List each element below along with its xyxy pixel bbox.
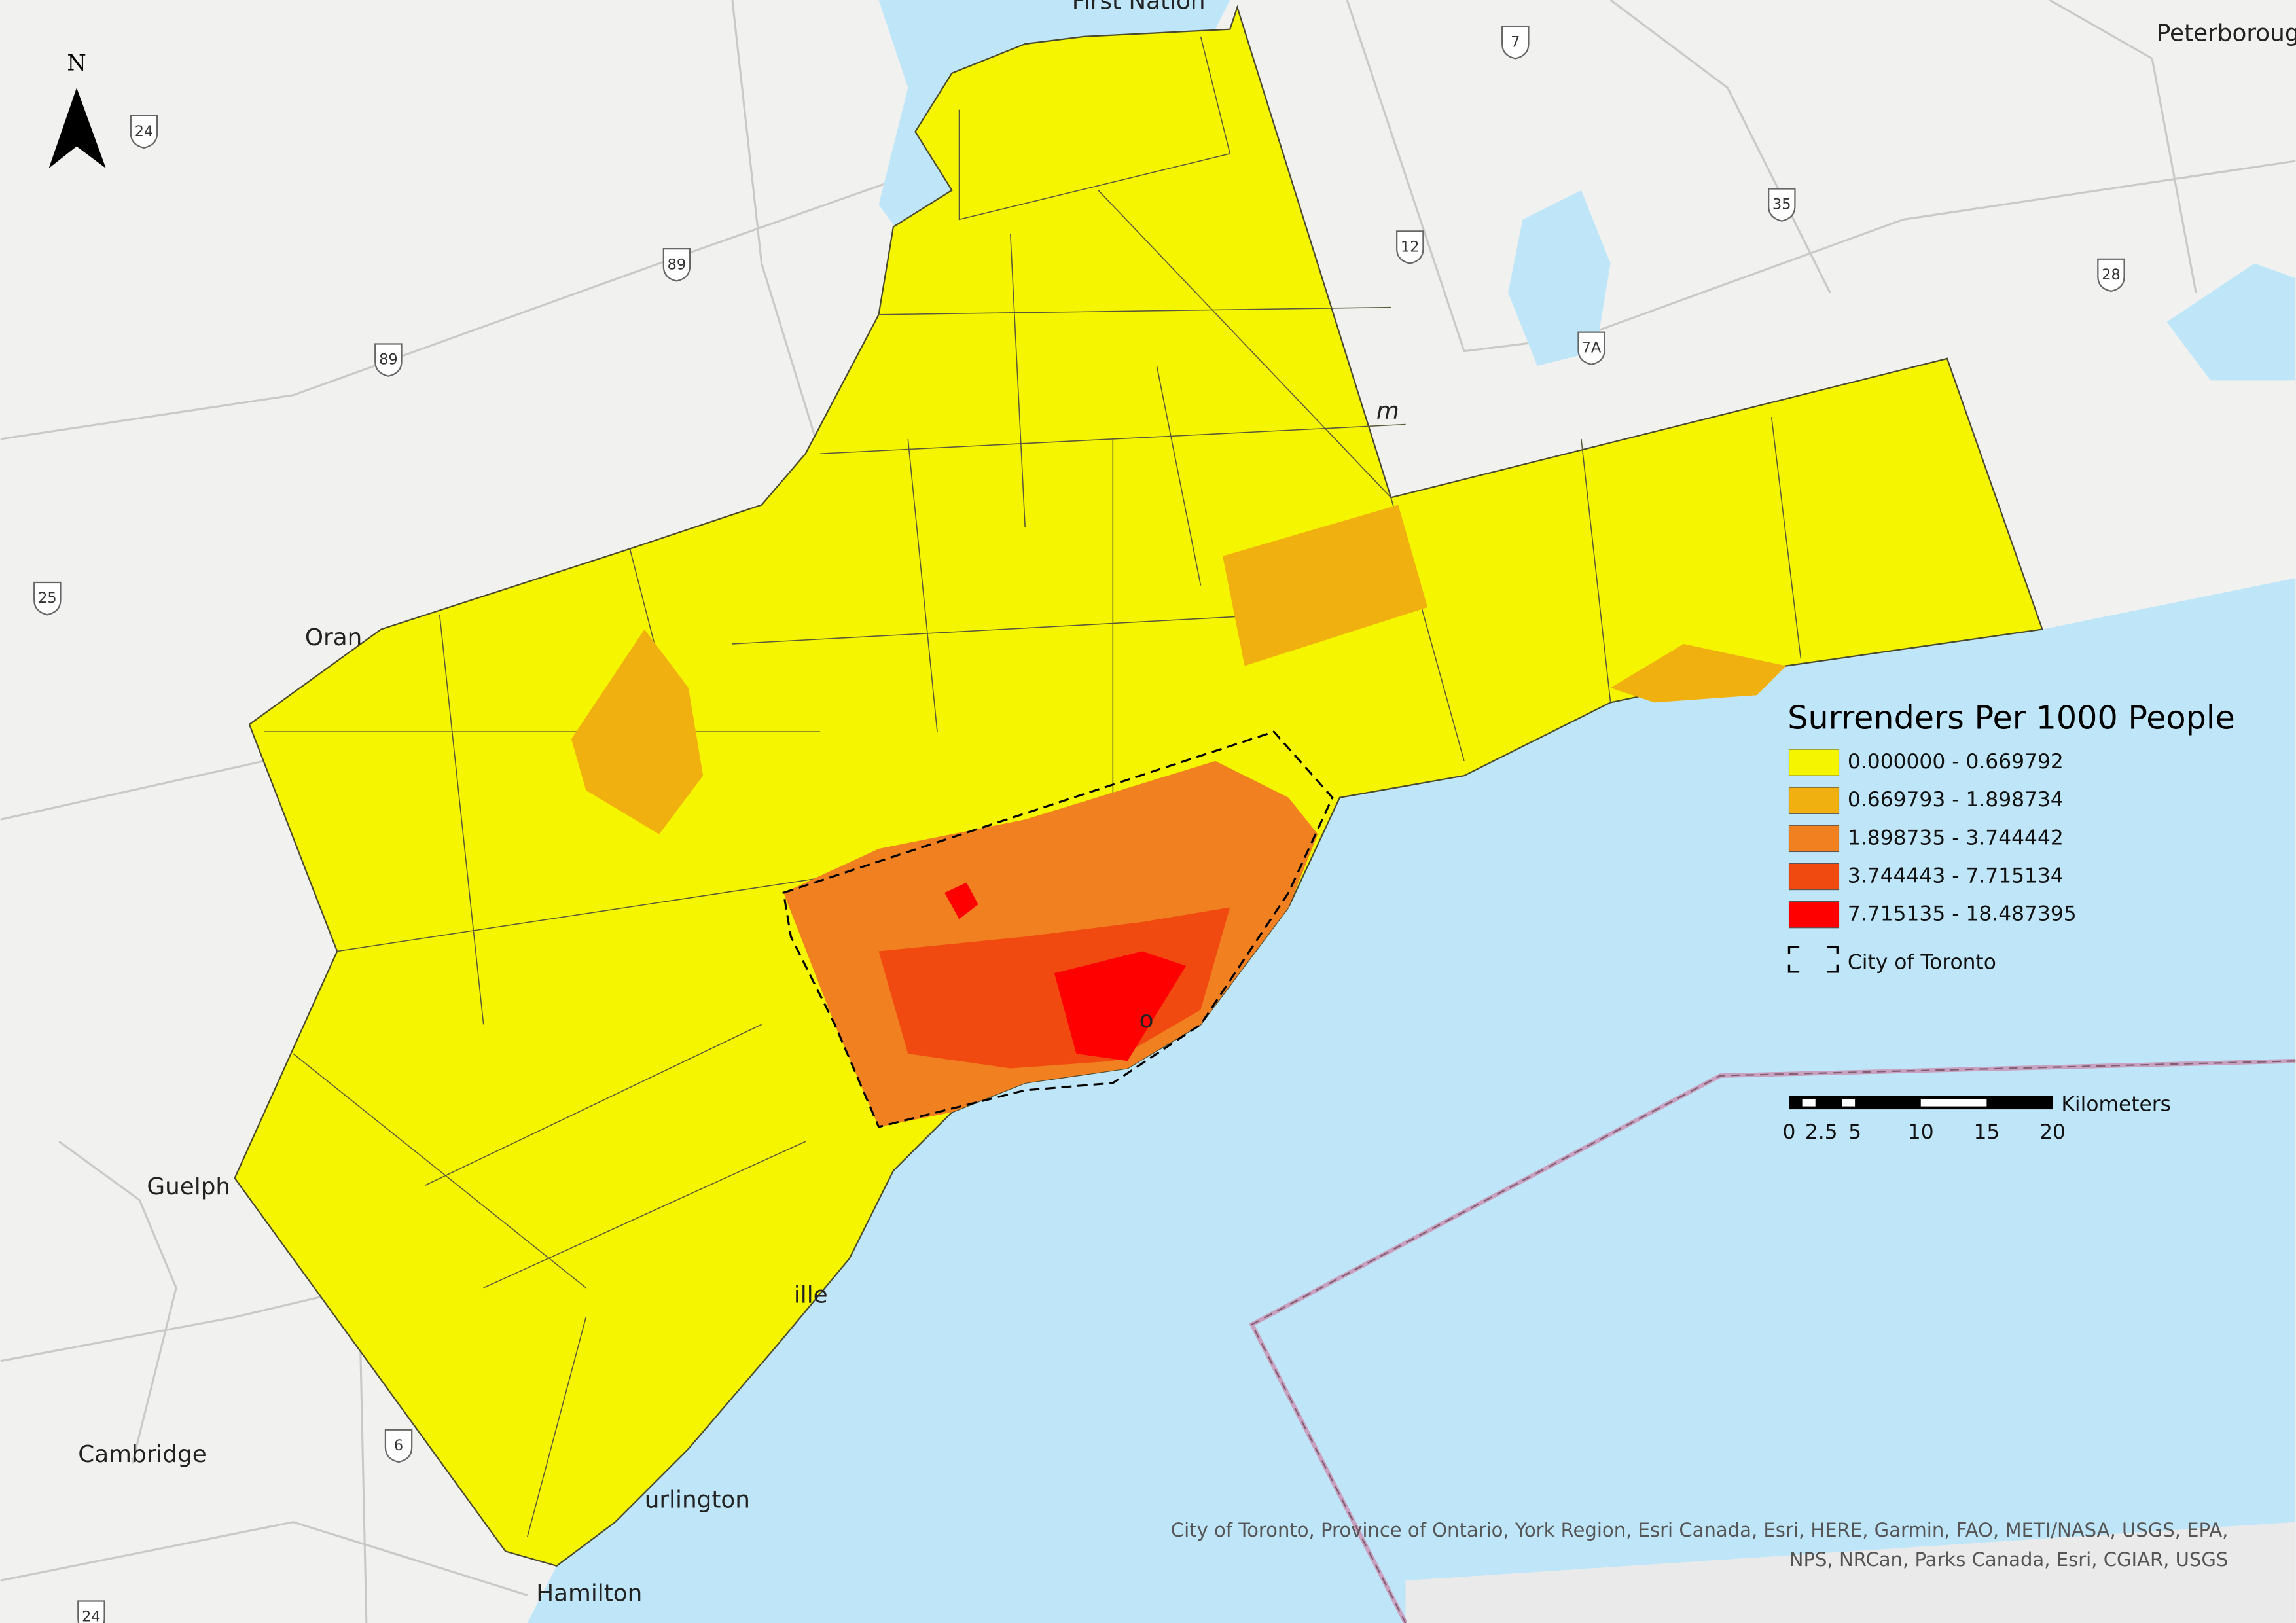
tract-class-5	[1054, 951, 1187, 1061]
legend-swatch	[1788, 749, 1840, 776]
legend-swatch	[1788, 901, 1840, 929]
places: Peterborough First Nation Oran Guelph Ca…	[78, 0, 2296, 1607]
scale-label: 10	[1908, 1120, 1934, 1144]
tract-class-2	[571, 629, 704, 834]
attribution: NPS, NRCan, Parks Canada, Esri, CGIAR, U…	[1789, 1548, 2229, 1571]
legend: Surrenders Per 1000 People City of Toron…	[1787, 699, 2235, 974]
scale-label: 0	[1783, 1120, 1796, 1144]
legend-label: 0.669793 - 1.898734	[1848, 788, 2064, 812]
shield-label: 7A	[1582, 340, 1602, 357]
legend-title: Surrenders Per 1000 People	[1787, 699, 2235, 737]
water	[527, 0, 2296, 1623]
scale-bar: Kilometers 0 2.5 5 10 15 20	[1783, 1092, 2171, 1143]
legend-swatch	[1788, 787, 1840, 814]
place-label: o	[1139, 1007, 1154, 1033]
shield	[662, 248, 691, 282]
census-tracts	[234, 5, 2043, 1567]
tract-class-2	[1610, 643, 1787, 703]
shield-label: 89	[668, 256, 686, 273]
shield	[77, 1600, 105, 1623]
shield-label: 25	[38, 590, 56, 607]
shield-label: 35	[1772, 196, 1791, 213]
north-label: N	[67, 50, 86, 75]
tract-class-2	[1223, 505, 1428, 666]
scale-label: 2.5	[1805, 1120, 1838, 1144]
shield-label: 6	[394, 1437, 403, 1454]
place-label: First Nation	[1072, 0, 1206, 14]
place-label: Guelph	[147, 1173, 230, 1200]
north-arrow: N	[48, 50, 106, 169]
place-label: Hamilton	[536, 1580, 642, 1607]
legend-label: 1.898735 - 3.744442	[1848, 826, 2064, 849]
legend-label: 3.744443 - 7.715134	[1848, 865, 2064, 888]
shield-label: 7	[1511, 33, 1520, 50]
attribution: City of Toronto, Province of Ontario, Yo…	[1171, 1519, 2229, 1541]
legend-label: 0.000000 - 0.669792	[1848, 750, 2064, 774]
shield	[1501, 26, 1530, 60]
legend-swatch	[1788, 825, 1840, 853]
shield	[1577, 331, 1605, 365]
shield	[374, 343, 403, 377]
shield	[33, 581, 62, 616]
toronto-boundary	[782, 730, 1334, 1128]
legend-swatch	[1788, 863, 1840, 891]
shield-label: 24	[135, 123, 153, 140]
shield	[1396, 230, 1424, 264]
scale-label: 15	[1973, 1120, 2000, 1144]
shield-label: 24	[82, 1609, 100, 1623]
shield	[384, 1429, 413, 1463]
place-label: Oran	[305, 624, 362, 651]
place-label: m	[1376, 398, 1399, 425]
shield	[1768, 188, 1796, 222]
shields: 24 89 89 25 12 35 28 7A 7 6 24	[33, 26, 2125, 1623]
shield	[2097, 258, 2125, 293]
boundary-swatch	[1787, 946, 1839, 973]
scale-label: 5	[1848, 1120, 1861, 1144]
shield-label: 28	[2102, 266, 2120, 283]
legend-label: City of Toronto	[1848, 950, 1996, 974]
place-label: Cambridge	[78, 1441, 206, 1468]
scale-unit: Kilometers	[2061, 1092, 2171, 1116]
place-label: urlington	[645, 1486, 750, 1513]
shield-label: 89	[379, 351, 397, 368]
shield	[130, 115, 158, 149]
place-label: Peterborough	[2157, 20, 2296, 47]
legend-label: 7.715135 - 18.487395	[1848, 902, 2077, 926]
tract-class-5	[944, 882, 978, 919]
place-label: ille	[794, 1281, 828, 1308]
scale-label: 20	[2039, 1120, 2066, 1144]
shield-label: 12	[1401, 238, 1419, 255]
